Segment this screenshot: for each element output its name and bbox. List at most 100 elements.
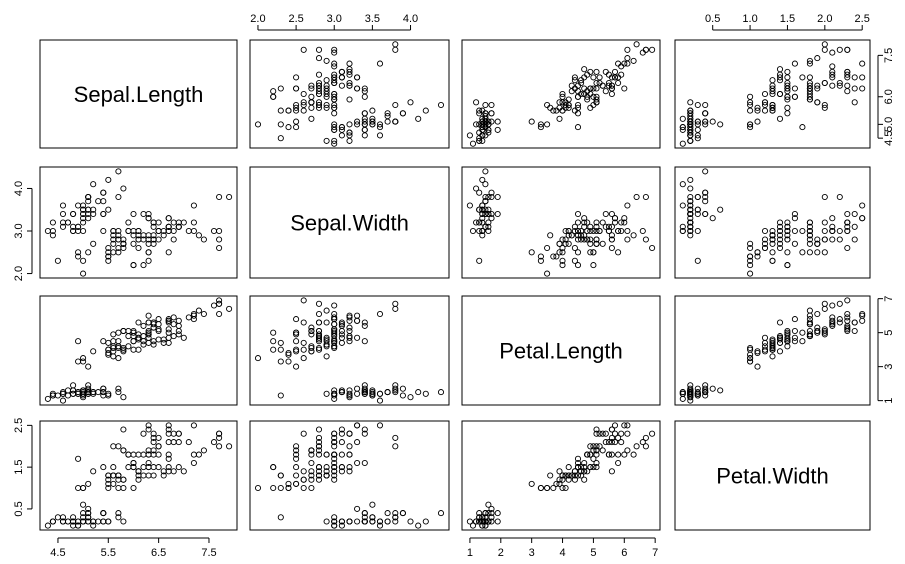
data-point [338, 518, 345, 525]
data-point [308, 447, 315, 454]
data-point [300, 476, 307, 483]
data-point [747, 344, 754, 352]
data-point [140, 341, 147, 348]
data-point [584, 93, 591, 100]
data-point [482, 101, 489, 109]
data-point [392, 385, 399, 392]
data-point [105, 518, 112, 525]
data-point [571, 223, 578, 230]
data-point [476, 219, 483, 226]
data-point [769, 240, 776, 247]
data-point [679, 124, 686, 131]
data-point [776, 219, 784, 226]
data-point [851, 327, 858, 335]
data-point [331, 443, 338, 450]
data-point [323, 353, 330, 360]
data-point [624, 422, 631, 429]
data-point [331, 514, 338, 521]
data-point [422, 518, 429, 525]
data-point [100, 464, 107, 471]
data-point [145, 232, 152, 239]
data-point [293, 348, 300, 355]
data-point [323, 451, 330, 458]
panel-frame [39, 420, 238, 531]
data-point [216, 193, 223, 201]
data-point [346, 392, 353, 399]
data-point [550, 107, 557, 114]
data-point [608, 434, 615, 441]
left-axis-petal-width: 0.5 1.5 2.5 [13, 418, 33, 517]
data-point [293, 338, 300, 345]
data-point [115, 385, 122, 392]
data-point [544, 244, 551, 252]
data-point [851, 210, 858, 218]
data-point [574, 219, 582, 226]
data-point [565, 472, 572, 479]
data-point [338, 321, 345, 328]
data-point [479, 518, 486, 525]
data-point [578, 464, 585, 471]
data-point [694, 206, 701, 213]
data-point [761, 339, 769, 346]
data-point [331, 468, 338, 475]
data-point [190, 227, 197, 235]
data-point [469, 140, 477, 147]
data-point [331, 459, 338, 467]
data-point [49, 232, 56, 239]
data-point [776, 71, 784, 78]
data-point [331, 302, 338, 309]
data-point [145, 426, 152, 433]
data-point [476, 514, 483, 521]
data-point [687, 198, 694, 205]
data-point [844, 322, 851, 329]
data-point [851, 85, 858, 92]
data-point [584, 236, 591, 243]
data-point [581, 74, 588, 81]
panel-sepal-length-vs-sepal-width [249, 39, 450, 149]
data-point [323, 341, 330, 348]
data-point [300, 297, 307, 304]
data-point [806, 82, 813, 89]
data-point [784, 327, 791, 335]
data-point [125, 327, 132, 335]
data-point [608, 223, 615, 230]
data-point [392, 389, 399, 396]
data-point [821, 41, 828, 48]
data-point [806, 227, 813, 235]
data-point [791, 334, 798, 341]
data-point [85, 505, 92, 512]
data-point [115, 510, 122, 517]
tick-label: 2.0 [13, 266, 25, 281]
data-point [338, 334, 345, 341]
data-point [687, 387, 694, 394]
panel-frame [249, 39, 450, 149]
data-point [621, 219, 628, 226]
data-point [618, 430, 625, 437]
data-point [687, 113, 694, 120]
data-point [482, 510, 489, 517]
data-point [361, 319, 368, 326]
data-point [574, 232, 582, 239]
data-point [150, 430, 157, 437]
data-point [482, 193, 489, 201]
data-point [694, 257, 701, 264]
data-point [331, 49, 338, 56]
data-point [581, 464, 588, 471]
data-point [633, 41, 640, 48]
data-point [346, 451, 353, 458]
data-point [354, 518, 361, 525]
data-point [618, 227, 625, 235]
data-point [90, 348, 97, 355]
tick-label: 3.0 [327, 13, 342, 25]
data-point [200, 447, 207, 454]
data-point [80, 518, 87, 525]
data-point [836, 319, 843, 326]
data-point [331, 522, 338, 529]
data-point [80, 355, 87, 362]
data-point [814, 99, 821, 106]
data-point [323, 101, 330, 109]
variable-label: Petal.Length [499, 339, 623, 364]
data-point [482, 181, 489, 188]
data-point [170, 314, 177, 321]
data-point [210, 439, 218, 446]
